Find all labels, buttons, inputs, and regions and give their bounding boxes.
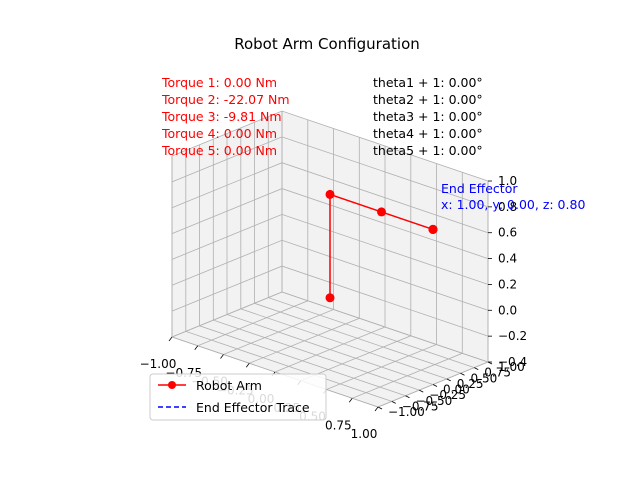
x-tick-label: 0.75 <box>325 418 352 432</box>
grid-line-z <box>171 188 489 259</box>
y-axis-ticks: −1.00−0.75−0.50−0.250.000.250.500.751.00 <box>377 360 525 419</box>
y-tick-label: −0.25 <box>429 388 466 402</box>
torque-label: Torque 5: 0.00 Nm <box>161 143 277 158</box>
grid-line-z <box>171 162 489 234</box>
y-tick-label: 0.75 <box>484 366 511 380</box>
y-tick-mark <box>405 395 410 399</box>
y-tick-label: −0.75 <box>402 399 439 413</box>
grid-line-z <box>171 136 489 208</box>
y-tick-label: 0.25 <box>457 377 484 391</box>
x-tick-mark <box>168 336 173 342</box>
y-tick-mark <box>474 367 479 370</box>
grid-line-z <box>171 213 489 285</box>
grid-line-z <box>171 291 489 363</box>
y-tick-mark <box>391 401 396 404</box>
x-tick-mark <box>245 363 250 368</box>
series-point-robot-arm <box>377 207 386 217</box>
series-line-robot-arm <box>329 193 434 298</box>
torque-label: Torque 2: -22.07 Nm <box>161 92 290 107</box>
z-tick-label: 1.0 <box>498 174 517 188</box>
y-tick-mark <box>446 378 451 382</box>
torque-label: Torque 4: 0.00 Nm <box>161 126 277 141</box>
z-tick-label: 0.4 <box>498 252 517 266</box>
y-tick-label: 1.00 <box>498 360 525 374</box>
y-tick-label: −0.50 <box>416 394 453 408</box>
y-tick-label: 0.50 <box>471 371 498 385</box>
z-tick-label: 0.8 <box>498 200 517 214</box>
x-tick-mark <box>220 354 224 359</box>
series-layer <box>325 189 438 303</box>
z-tick-label: −0.4 <box>498 355 527 369</box>
legend-entry-end-effector-trace: End Effector Trace <box>196 400 310 415</box>
theta-label: theta4 + 1: 0.00° <box>373 126 483 141</box>
z-tick-label: −0.2 <box>498 329 527 343</box>
x-tick-label: −1.00 <box>140 357 177 371</box>
grid-line-z <box>171 110 489 182</box>
y-tick-label: −1.00 <box>388 405 425 419</box>
grid-line-z <box>171 239 489 311</box>
z-tick-label: 0.0 <box>498 303 517 317</box>
y-tick-mark <box>377 406 383 410</box>
theta-label: theta2 + 1: 0.00° <box>373 92 483 107</box>
torque-annotations: Torque 1: 0.00 Nm Torque 2: -22.07 Nm To… <box>161 75 290 158</box>
end-effector-label: End Effector <box>441 181 518 196</box>
x-tick-mark <box>348 398 353 403</box>
y-tick-mark <box>460 372 465 376</box>
legend-marker-robot-arm <box>168 381 176 389</box>
torque-label: Torque 1: 0.00 Nm <box>161 75 277 90</box>
grid-line-z <box>171 265 489 337</box>
y-tick-mark <box>432 384 438 387</box>
z-axis-ticks: −0.4 −0.2 0.0 0.2 0.4 0.6 0.8 1.0 <box>488 174 527 369</box>
y-tick-label: 0.00 <box>443 383 470 397</box>
legend-entry-robot-arm: Robot Arm <box>196 378 262 393</box>
series-point-robot-arm <box>428 224 438 234</box>
x-tick-mark <box>374 406 379 412</box>
theta-label: theta5 + 1: 0.00° <box>373 143 483 158</box>
end-effector-coords: x: 1.00, y: 0.00, z: 0.80 <box>441 197 585 212</box>
theta-annotations: theta1 + 1: 0.00° theta2 + 1: 0.00° thet… <box>373 75 483 158</box>
x-tick-label: 1.00 <box>351 427 378 441</box>
chart-title: Robot Arm Configuration <box>234 35 420 53</box>
x-tick-mark <box>194 345 199 350</box>
series-point-robot-arm <box>325 293 335 303</box>
legend: Robot Arm End Effector Trace <box>149 373 327 421</box>
y-tick-mark <box>419 389 424 393</box>
legend-box <box>149 373 327 421</box>
z-tick-label: 0.6 <box>498 226 517 240</box>
z-tick-label: 0.2 <box>498 277 517 291</box>
series-point-robot-arm <box>325 189 335 199</box>
theta-label: theta1 + 1: 0.00° <box>373 75 483 90</box>
theta-label: theta3 + 1: 0.00° <box>373 109 483 124</box>
torque-label: Torque 3: -9.81 Nm <box>161 109 282 124</box>
